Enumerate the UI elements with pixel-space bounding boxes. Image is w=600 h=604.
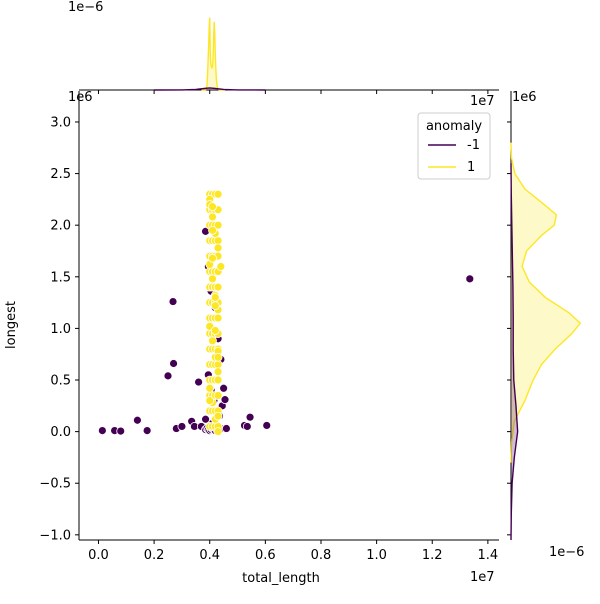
- point-anomaly-pos1: [213, 375, 223, 385]
- y-tick-label: 2.5: [50, 167, 71, 182]
- y-tick-label: −1.0: [39, 528, 71, 543]
- y-axis-label: longest: [4, 301, 19, 349]
- point-anomaly-neg1: [168, 297, 178, 306]
- point-anomaly-pos1: [208, 202, 217, 212]
- legend: anomaly -1 1: [417, 112, 491, 180]
- marginal-y-top-offset-label: 1e6: [512, 90, 537, 105]
- point-anomaly-neg1: [177, 422, 187, 431]
- x-tick-label: 1.2: [422, 548, 443, 563]
- top-x-offset-label: 1e7: [470, 94, 495, 109]
- point-anomaly-neg1: [219, 383, 229, 393]
- x-tick-label: 1.0: [366, 548, 387, 563]
- point-anomaly-pos1: [213, 189, 223, 199]
- point-anomaly-pos1: [213, 411, 223, 421]
- point-anomaly-neg1: [465, 274, 475, 284]
- marginal-x-offset-label: 1e−6: [68, 0, 103, 15]
- point-anomaly-pos1: [213, 243, 223, 253]
- point-anomaly-pos1: [208, 274, 217, 284]
- point-anomaly-pos1: [208, 212, 217, 222]
- legend-label-pos1: 1: [467, 160, 475, 175]
- legend-title: anomaly: [426, 119, 482, 134]
- marginal-y-curve-neg1: [510, 163, 519, 541]
- marginal-x-fill-neg1: [154, 87, 266, 90]
- marginal-x-fill-pos1: [201, 17, 226, 91]
- marginal-y-fill-pos1: [511, 142, 581, 463]
- legend-box: [417, 112, 491, 180]
- x-tick-label: 0.6: [255, 548, 276, 563]
- y-tick-label: 1.5: [50, 270, 71, 285]
- point-anomaly-pos1: [208, 253, 217, 263]
- marginal-y-plot: [507, 91, 582, 541]
- y-tick-label: −0.5: [39, 477, 71, 492]
- x-axis-label: total_length: [242, 571, 320, 586]
- x-tick-label: 0.0: [88, 548, 109, 563]
- marginal-y-fill-neg1: [511, 163, 518, 540]
- point-anomaly-pos1: [208, 225, 217, 235]
- marginal-y-curve-pos1: [510, 142, 582, 463]
- point-anomaly-neg1: [262, 421, 272, 430]
- x-offset-label: 1e7: [470, 570, 495, 585]
- series-neg1-points: [97, 226, 475, 436]
- point-anomaly-pos1: [210, 301, 220, 311]
- x-tick-label: 0.4: [199, 548, 220, 563]
- point-anomaly-pos1: [213, 391, 223, 400]
- point-anomaly-neg1: [97, 426, 107, 435]
- point-anomaly-neg1: [142, 426, 152, 435]
- point-anomaly-pos1: [205, 383, 215, 393]
- point-anomaly-pos1: [213, 236, 223, 246]
- point-anomaly-pos1: [213, 313, 223, 323]
- marginal-y-offset-label: 1e−6: [549, 545, 584, 560]
- point-anomaly-pos1: [213, 282, 223, 292]
- point-anomaly-neg1: [222, 424, 231, 433]
- legend-label-neg1: -1: [467, 138, 480, 153]
- point-anomaly-pos1: [213, 220, 223, 230]
- point-anomaly-neg1: [242, 422, 252, 431]
- y-offset-label: 1e6: [68, 90, 93, 105]
- point-anomaly-pos1: [216, 262, 226, 271]
- point-anomaly-neg1: [133, 415, 142, 425]
- point-anomaly-neg1: [116, 426, 126, 436]
- marginal-x-curve-neg1: [154, 87, 266, 91]
- x-tick-label: 1.4: [478, 548, 499, 563]
- point-anomaly-pos1: [213, 427, 223, 437]
- point-anomaly-neg1: [169, 359, 178, 368]
- y-tick-label: 0.0: [50, 425, 71, 440]
- point-anomaly-pos1: [208, 336, 217, 346]
- point-anomaly-neg1: [245, 412, 255, 422]
- y-tick-label: 1.0: [50, 322, 71, 337]
- point-anomaly-pos1: [205, 396, 215, 406]
- point-anomaly-neg1: [163, 371, 173, 381]
- marginal-x-plot: [79, 17, 499, 94]
- main-plot: 0.0 0.2 0.4 0.6 0.8 1.0 1.2 1.4 −1.0 −0.5 0.0 0.5 1.…: [39, 91, 499, 563]
- point-anomaly-pos1: [210, 293, 220, 302]
- point-anomaly-pos1: [213, 360, 223, 369]
- point-anomaly-pos1: [213, 367, 223, 377]
- point-anomaly-neg1: [194, 377, 204, 387]
- point-anomaly-neg1: [220, 395, 230, 405]
- series-pos1-points: [205, 189, 226, 437]
- x-tick-label: 0.8: [311, 548, 332, 563]
- y-tick-label: 3.0: [50, 115, 71, 130]
- x-tick-label: 0.2: [144, 548, 165, 563]
- point-anomaly-pos1: [213, 352, 223, 362]
- point-anomaly-neg1: [201, 414, 210, 424]
- y-tick-label: 2.0: [50, 219, 71, 234]
- point-anomaly-pos1: [210, 326, 220, 335]
- y-tick-label: 0.5: [50, 374, 71, 389]
